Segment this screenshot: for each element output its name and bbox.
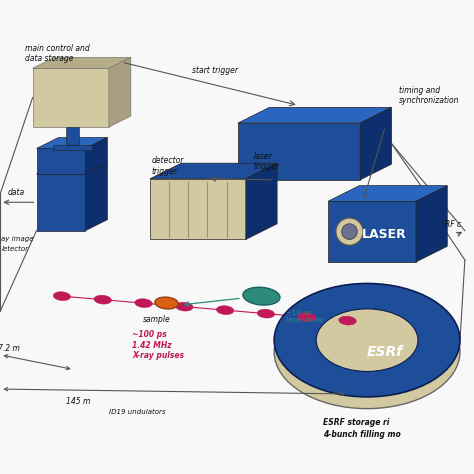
Ellipse shape (175, 302, 193, 311)
Ellipse shape (243, 287, 280, 305)
Polygon shape (36, 174, 85, 231)
Text: data: data (7, 188, 24, 197)
Polygon shape (85, 137, 107, 174)
Ellipse shape (342, 224, 357, 239)
Polygon shape (328, 201, 416, 262)
Ellipse shape (155, 297, 178, 309)
Text: ID19 undulators: ID19 undulators (109, 409, 165, 415)
Text: 7.2 m: 7.2 m (0, 344, 20, 353)
Text: RF c: RF c (445, 220, 462, 229)
Text: detector
trigger: detector trigger (152, 156, 184, 176)
Text: 4-bunch filling mo: 4-bunch filling mo (323, 430, 401, 439)
Text: sample: sample (143, 315, 171, 324)
Ellipse shape (316, 309, 418, 372)
Polygon shape (33, 68, 109, 127)
Text: ~100 ps
1.42 MHz
X-ray pulses: ~100 ps 1.42 MHz X-ray pulses (132, 330, 184, 360)
Polygon shape (66, 127, 79, 145)
Ellipse shape (257, 309, 275, 318)
Ellipse shape (274, 295, 460, 409)
Ellipse shape (135, 299, 152, 308)
Text: letector: letector (1, 246, 28, 252)
Polygon shape (238, 108, 392, 123)
Polygon shape (328, 186, 447, 201)
Polygon shape (238, 123, 360, 180)
Ellipse shape (53, 292, 71, 301)
Ellipse shape (216, 306, 234, 315)
Text: 145 m: 145 m (66, 397, 91, 406)
Polygon shape (246, 163, 277, 239)
Text: ay image: ay image (1, 236, 34, 242)
Polygon shape (85, 163, 107, 231)
Text: start trigger: start trigger (191, 66, 237, 75)
Polygon shape (360, 108, 392, 180)
Polygon shape (53, 145, 92, 150)
Ellipse shape (339, 316, 356, 325)
Polygon shape (109, 57, 131, 127)
Polygon shape (36, 148, 85, 174)
Text: timing and
synchronization: timing and synchronization (400, 86, 460, 105)
Text: main control and
data storage: main control and data storage (25, 44, 90, 64)
Text: ~10 ns
laser pulse: ~10 ns laser pulse (286, 310, 324, 323)
Text: laser
trigger: laser trigger (254, 152, 280, 171)
Polygon shape (33, 57, 131, 68)
Text: ESRf: ESRf (366, 345, 403, 359)
Text: ESRF storage ri: ESRF storage ri (323, 419, 390, 428)
Ellipse shape (94, 295, 111, 304)
Ellipse shape (274, 283, 460, 397)
Ellipse shape (298, 313, 316, 321)
Ellipse shape (316, 320, 418, 383)
Polygon shape (36, 163, 107, 174)
Polygon shape (36, 137, 107, 148)
Polygon shape (416, 186, 447, 262)
Text: LASER: LASER (362, 228, 407, 241)
Ellipse shape (336, 218, 363, 246)
Polygon shape (150, 163, 277, 179)
Polygon shape (150, 179, 246, 239)
